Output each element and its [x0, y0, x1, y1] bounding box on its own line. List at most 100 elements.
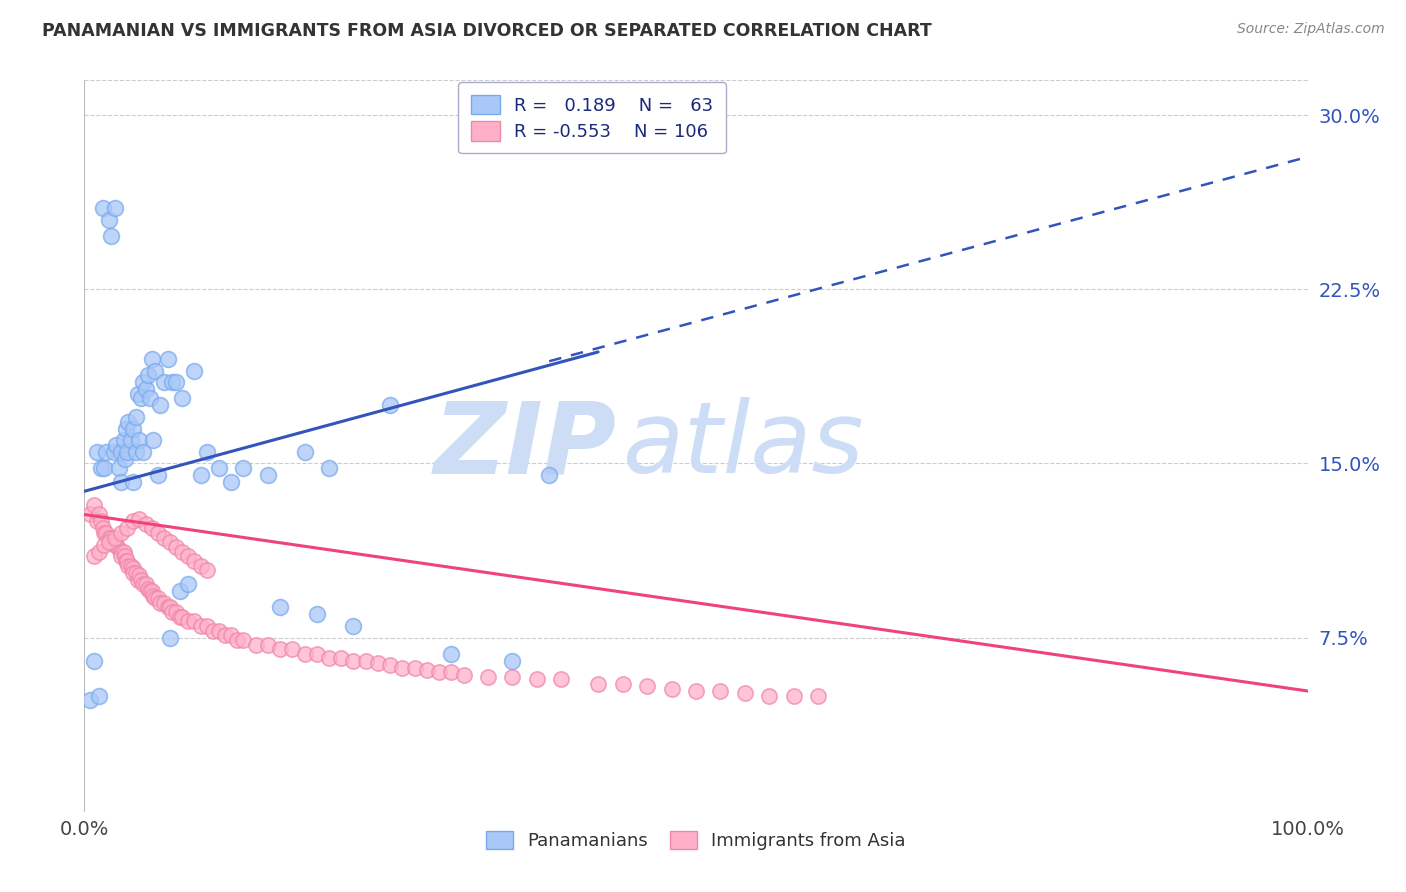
- Point: [110, 544, 132, 558]
- Point: [86, 445, 108, 459]
- Point: [114, 549, 136, 564]
- Point: [783, 689, 806, 703]
- Point: [132, 577, 155, 591]
- Point: [685, 684, 707, 698]
- Point: [807, 689, 830, 703]
- Point: [91, 521, 114, 535]
- Point: [135, 382, 157, 396]
- Point: [636, 679, 658, 693]
- Point: [128, 567, 150, 582]
- Point: [86, 515, 108, 529]
- Point: [122, 561, 145, 575]
- Point: [117, 415, 139, 429]
- Point: [177, 615, 200, 629]
- Point: [159, 631, 181, 645]
- Point: [90, 515, 112, 529]
- Point: [90, 461, 112, 475]
- Point: [195, 619, 218, 633]
- Point: [96, 445, 118, 459]
- Point: [201, 624, 224, 638]
- Point: [105, 438, 128, 452]
- Point: [105, 538, 128, 552]
- Point: [661, 681, 683, 696]
- Point: [169, 584, 191, 599]
- Point: [440, 665, 463, 680]
- Point: [758, 689, 780, 703]
- Point: [190, 468, 212, 483]
- Point: [159, 535, 181, 549]
- Point: [153, 375, 176, 389]
- Point: [342, 619, 364, 633]
- Point: [156, 351, 179, 366]
- Point: [136, 582, 159, 596]
- Point: [79, 508, 101, 522]
- Point: [172, 544, 194, 558]
- Point: [208, 461, 231, 475]
- Point: [162, 375, 184, 389]
- Point: [91, 201, 114, 215]
- Point: [367, 656, 389, 670]
- Point: [354, 654, 377, 668]
- Point: [477, 670, 499, 684]
- Point: [149, 398, 172, 412]
- Point: [172, 609, 194, 624]
- Point: [342, 654, 364, 668]
- Point: [97, 535, 120, 549]
- Point: [125, 445, 148, 459]
- Point: [143, 363, 166, 377]
- Point: [139, 584, 162, 599]
- Point: [709, 684, 731, 698]
- Point: [146, 591, 169, 606]
- Point: [136, 368, 159, 383]
- Point: [104, 538, 127, 552]
- Text: atlas: atlas: [623, 398, 865, 494]
- Point: [122, 475, 145, 489]
- Point: [219, 475, 242, 489]
- Point: [110, 549, 132, 564]
- Point: [83, 498, 105, 512]
- Point: [93, 538, 115, 552]
- Point: [165, 375, 187, 389]
- Point: [165, 540, 187, 554]
- Point: [281, 642, 304, 657]
- Point: [232, 632, 254, 647]
- Point: [195, 445, 218, 459]
- Point: [156, 600, 179, 615]
- Point: [245, 638, 267, 652]
- Point: [183, 615, 205, 629]
- Point: [294, 647, 316, 661]
- Point: [257, 638, 280, 652]
- Point: [169, 609, 191, 624]
- Point: [115, 521, 138, 535]
- Point: [104, 201, 127, 215]
- Point: [83, 654, 105, 668]
- Point: [115, 554, 138, 568]
- Point: [93, 461, 115, 475]
- Point: [93, 526, 115, 541]
- Point: [120, 558, 142, 573]
- Point: [177, 577, 200, 591]
- Point: [110, 526, 132, 541]
- Point: [120, 433, 142, 447]
- Point: [115, 445, 138, 459]
- Point: [162, 605, 184, 619]
- Point: [128, 512, 150, 526]
- Point: [132, 375, 155, 389]
- Point: [612, 677, 634, 691]
- Point: [153, 531, 176, 545]
- Point: [87, 508, 110, 522]
- Point: [159, 600, 181, 615]
- Point: [128, 433, 150, 447]
- Point: [107, 542, 129, 557]
- Point: [269, 642, 291, 657]
- Point: [391, 661, 413, 675]
- Point: [440, 647, 463, 661]
- Point: [87, 544, 110, 558]
- Point: [427, 665, 450, 680]
- Point: [87, 689, 110, 703]
- Point: [269, 600, 291, 615]
- Point: [404, 661, 426, 675]
- Point: [318, 461, 340, 475]
- Point: [153, 596, 176, 610]
- Point: [100, 228, 122, 243]
